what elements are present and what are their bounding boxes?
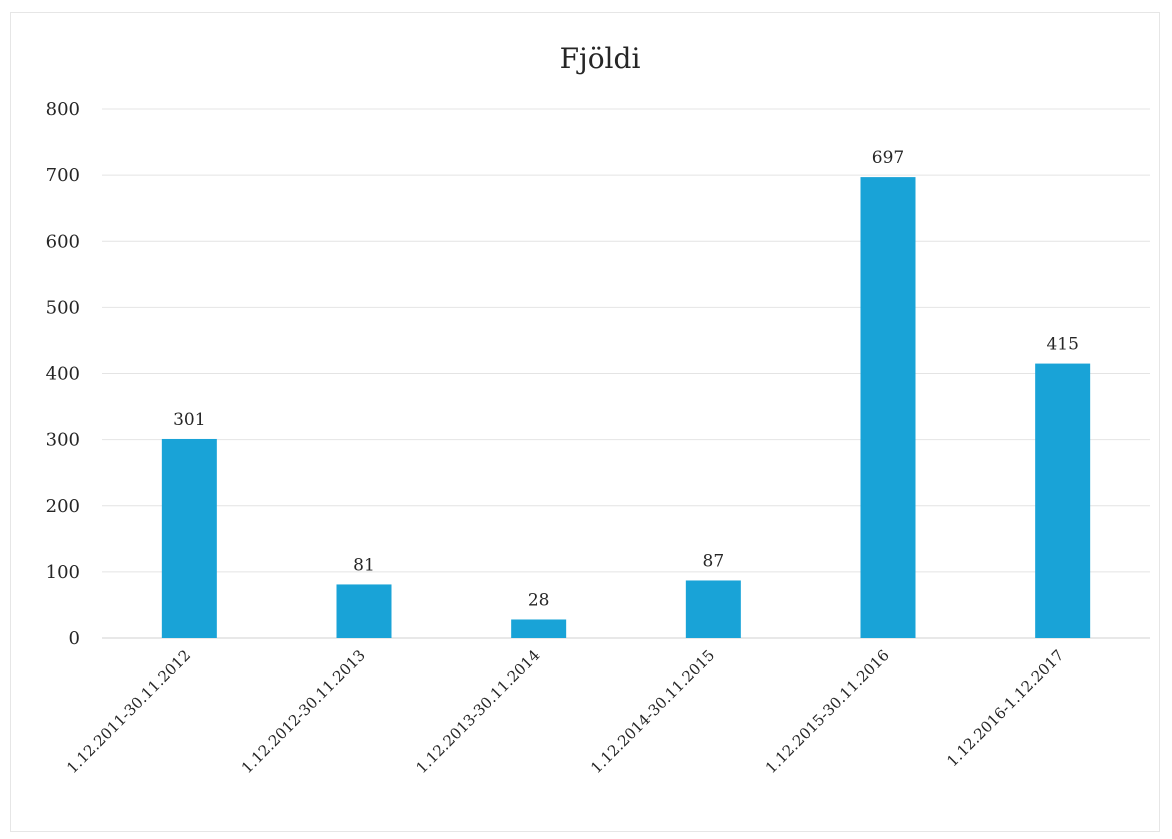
chart-title: Fjöldi [560,42,641,75]
data-label: 81 [353,555,375,575]
x-tick-label: 1.12.2012-30.11.2013 [238,646,369,777]
data-label: 697 [872,148,904,168]
bar [336,584,392,638]
y-tick-label: 200 [46,496,80,517]
y-tick-label: 600 [46,231,80,252]
data-label: 87 [703,551,725,571]
y-tick-label: 100 [46,562,80,583]
y-tick-label: 500 [46,297,80,318]
bar [511,619,567,638]
x-tick-label: 1.12.2015-30.11.2016 [762,646,893,777]
bar [860,177,916,638]
x-tick-label: 1.12.2013-30.11.2014 [412,646,543,777]
x-tick-label: 1.12.2011-30.11.2012 [63,646,194,777]
bar [685,580,741,638]
y-tick-label: 700 [46,165,80,186]
x-axis-tick-labels: 1.12.2011-30.11.2012 1.12.2012-30.11.2013… [63,646,1067,777]
y-tick-label: 300 [46,430,80,451]
bar [161,438,217,638]
data-label: 28 [528,590,550,610]
bar [1035,363,1091,638]
chart-frame [10,12,1160,832]
y-tick-label: 0 [69,628,80,649]
x-tick-label: 1.12.2014-30.11.2015 [587,646,718,777]
data-label: 301 [173,410,205,430]
data-labels: 301 81 28 87 697 415 [173,148,1079,610]
y-tick-label: 400 [46,364,80,385]
y-axis-tick-labels: 0 100 200 300 400 500 600 700 800 [46,99,80,649]
gridlines [102,108,1150,639]
x-tick-label: 1.12.2016-1.12.2017 [943,646,1067,770]
y-tick-label: 800 [46,99,80,120]
data-label: 415 [1046,335,1078,355]
bars [161,177,1091,638]
